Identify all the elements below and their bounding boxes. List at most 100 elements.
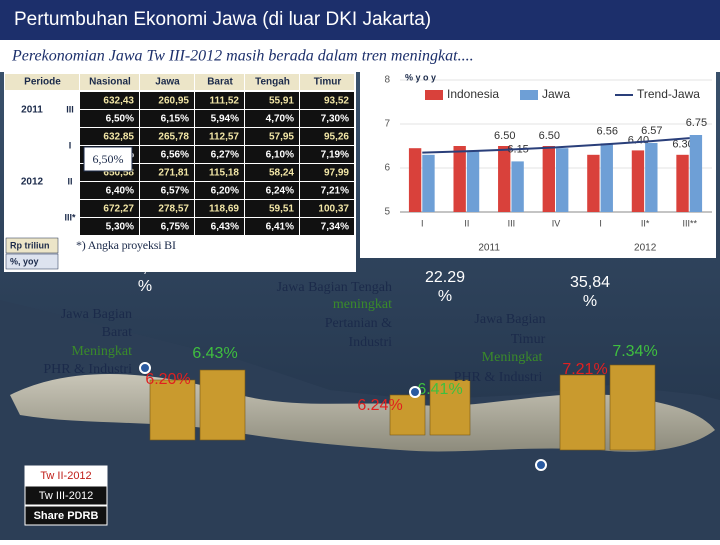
data-text: 6,43% — [211, 222, 239, 233]
map-label: PHR & Industri — [43, 362, 132, 377]
map-label: 6.24% — [357, 397, 402, 414]
data-text: 260,95 — [158, 96, 189, 107]
data-text: 6,41% — [266, 222, 294, 233]
data-cell — [245, 128, 299, 145]
value-label: 6.57 — [641, 125, 662, 137]
map-label: 41,87 — [125, 259, 165, 276]
data-cell — [195, 200, 244, 217]
map-label: 7.34% — [612, 343, 657, 360]
data-cell — [300, 128, 354, 145]
header-cell — [140, 74, 194, 90]
data-text: 7,21% — [321, 186, 349, 197]
highlight-box — [83, 146, 133, 172]
data-text: 672,27 — [103, 204, 134, 215]
bar — [542, 146, 555, 212]
value-label: 6.50 — [539, 130, 560, 142]
value-label: 6.50 — [494, 130, 515, 142]
header-cell — [5, 74, 79, 90]
map-label: Industri — [348, 335, 392, 350]
marker — [535, 459, 547, 471]
data-cell — [80, 92, 139, 109]
data-cell — [140, 146, 194, 163]
data-cell — [245, 146, 299, 163]
data-cell — [140, 218, 194, 235]
legend-text: %, yoy — [10, 256, 39, 266]
period-button[interactable] — [24, 485, 108, 506]
data-cell — [300, 146, 354, 163]
x-tick-label: III — [508, 218, 516, 228]
header-cell — [245, 74, 299, 90]
data-cell — [245, 110, 299, 127]
bar — [676, 154, 689, 212]
data-text: 278,57 — [158, 204, 189, 215]
data-text: 6,15% — [161, 114, 189, 125]
data-cell — [140, 92, 194, 109]
data-text: 58,24 — [269, 168, 294, 179]
map-label: 6.43% — [192, 345, 237, 362]
data-cell — [245, 92, 299, 109]
highlight-text: 6,50% — [93, 152, 124, 166]
period-button-label[interactable]: Share PDRB — [34, 510, 99, 522]
data-cell — [140, 200, 194, 217]
data-cell — [300, 200, 354, 217]
data-text: 6,20% — [211, 186, 239, 197]
quarter-cell — [60, 182, 79, 199]
data-text: 57,95 — [269, 132, 294, 143]
map-label: 6.20% — [145, 371, 190, 388]
map-label: Pertanian & — [325, 316, 392, 331]
quarter-cell — [60, 110, 79, 127]
map-label: 35,84 — [570, 274, 610, 291]
bar — [453, 146, 466, 212]
data-cell — [80, 128, 139, 145]
data-text: 7,30% — [321, 114, 349, 125]
period-button[interactable] — [24, 505, 108, 526]
period-button-label[interactable]: Tw III-2012 — [39, 490, 93, 502]
year-label: 2011 — [478, 243, 500, 254]
data-cell — [245, 218, 299, 235]
data-cell — [140, 164, 194, 181]
data-text: 59,51 — [269, 204, 294, 215]
bar — [587, 154, 600, 212]
map-label: Barat — [102, 325, 132, 340]
data-cell — [195, 164, 244, 181]
period-button[interactable] — [24, 465, 108, 486]
map-label: % — [438, 288, 452, 305]
data-text: 6,75% — [161, 222, 189, 233]
year-label: 2011 — [21, 105, 43, 116]
data-text: 6,56% — [161, 150, 189, 161]
data-text: 265,78 — [158, 132, 189, 143]
data-text: 95,26 — [324, 132, 349, 143]
data-cell — [300, 218, 354, 235]
data-text: 6,27% — [211, 150, 239, 161]
map-label: PHR & Industri — [454, 370, 543, 385]
y-axis-label: % y o y — [405, 72, 436, 82]
header-text: Nasional — [89, 77, 131, 88]
quarter-cell — [60, 200, 79, 217]
x-tick-label: II* — [641, 218, 650, 228]
data-cell — [80, 200, 139, 217]
quarter-cell — [60, 128, 79, 145]
y-tick-label: 5 — [384, 207, 390, 218]
legend-label: Indonesia — [447, 87, 499, 101]
map-annotations: 41,87% Jawa Bagian Barat Meningkat PHR & Ind… — [24, 259, 658, 526]
map-label: Jawa Bagian — [61, 307, 132, 322]
data-cell — [195, 146, 244, 163]
data-text: 93,52 — [324, 96, 349, 107]
data-cell — [300, 182, 354, 199]
data-text: 118,69 — [209, 204, 239, 215]
data-text: 7,19% — [321, 150, 349, 161]
value-label: 6.30 — [672, 139, 693, 151]
bar — [645, 142, 658, 212]
y-tick-label: 7 — [384, 119, 390, 130]
data-cell — [140, 110, 194, 127]
data-text: 271,81 — [158, 168, 189, 179]
note: *) Angka proyeksi BI — [76, 238, 176, 252]
data-cell — [300, 110, 354, 127]
period-button-label[interactable]: Tw II-2012 — [40, 470, 91, 482]
header-cell — [80, 74, 139, 90]
table: Periode Nasional Jawa Barat Tengah Timur 632,4… — [5, 74, 354, 270]
data-cell — [195, 182, 244, 199]
bar — [408, 148, 422, 212]
x-tick-label: II — [464, 218, 469, 228]
